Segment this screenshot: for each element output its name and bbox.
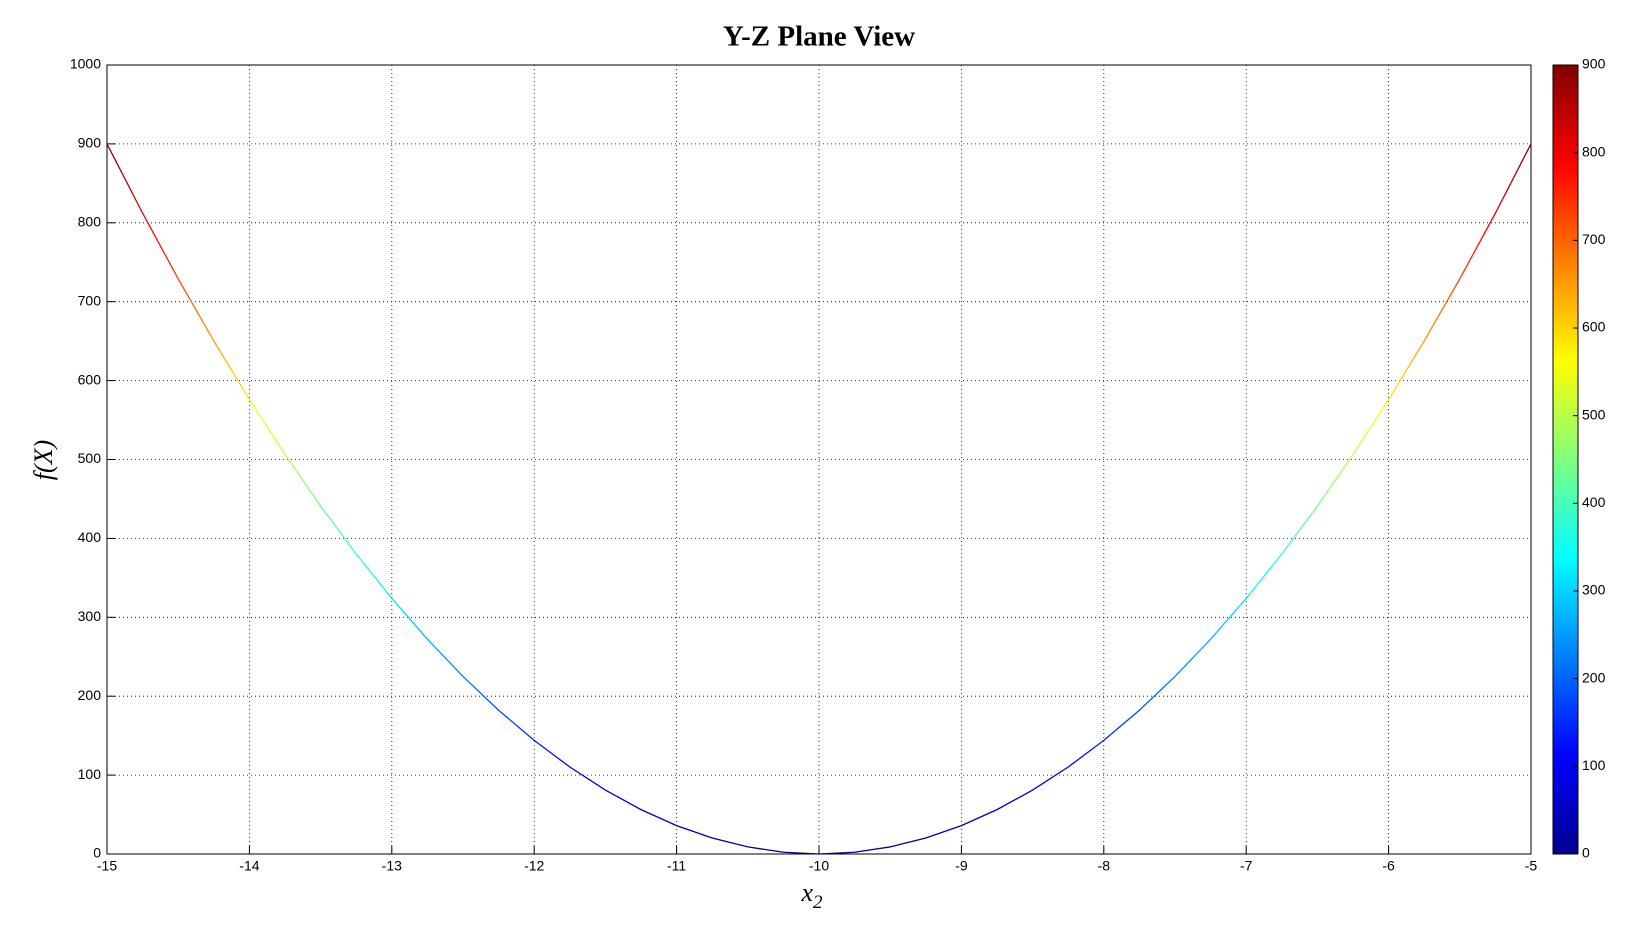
colorbar-tick-label: 300 <box>1582 582 1606 598</box>
data-line <box>106 143 1532 855</box>
x-tick-label: -7 <box>1240 858 1253 874</box>
colorbar-tick-label: 200 <box>1582 669 1606 685</box>
colorbar-tick-label: 100 <box>1582 757 1606 773</box>
y-tick-label: 100 <box>78 766 102 782</box>
y-tick-label: 900 <box>78 135 102 151</box>
y-tick-label: 200 <box>78 687 102 703</box>
colorbar-tick-label: 800 <box>1582 143 1606 159</box>
y-axis-label: f(X) <box>29 440 58 480</box>
x-tick-label: -15 <box>97 858 117 874</box>
x-axis-label: x2 <box>800 878 823 913</box>
y-tick-label: 1000 <box>70 56 101 72</box>
x-tick-label: -9 <box>955 858 968 874</box>
colorbar-tick-label: 700 <box>1582 231 1606 247</box>
x-tick-label: -14 <box>239 858 259 874</box>
colorbar-tick-label: 0 <box>1582 845 1590 861</box>
x-tick-label: -12 <box>524 858 544 874</box>
x-tick-label: -5 <box>1525 858 1538 874</box>
colorbar-tick-label: 400 <box>1582 494 1606 510</box>
x-tick-label: -8 <box>1098 858 1111 874</box>
colorbar-tick-label: 900 <box>1582 56 1606 72</box>
y-tick-label: 800 <box>78 214 102 230</box>
y-tick-label: 0 <box>93 845 101 861</box>
colorbar <box>1552 64 1579 855</box>
y-tick-label: 400 <box>78 529 102 545</box>
chart-title: Y-Z Plane View <box>723 21 915 53</box>
x-tick-label: -13 <box>382 858 402 874</box>
y-tick-label: 600 <box>78 371 102 387</box>
y-tick-label: 700 <box>78 292 102 308</box>
y-tick-label: 500 <box>78 450 102 466</box>
x-tick-label: -11 <box>667 858 686 874</box>
colorbar-tick-label: 500 <box>1582 406 1606 422</box>
x-tick-label: -10 <box>809 858 829 874</box>
colorbar-tick-label: 600 <box>1582 319 1606 335</box>
y-tick-label: 300 <box>78 608 102 624</box>
x-tick-label: -6 <box>1382 858 1395 874</box>
